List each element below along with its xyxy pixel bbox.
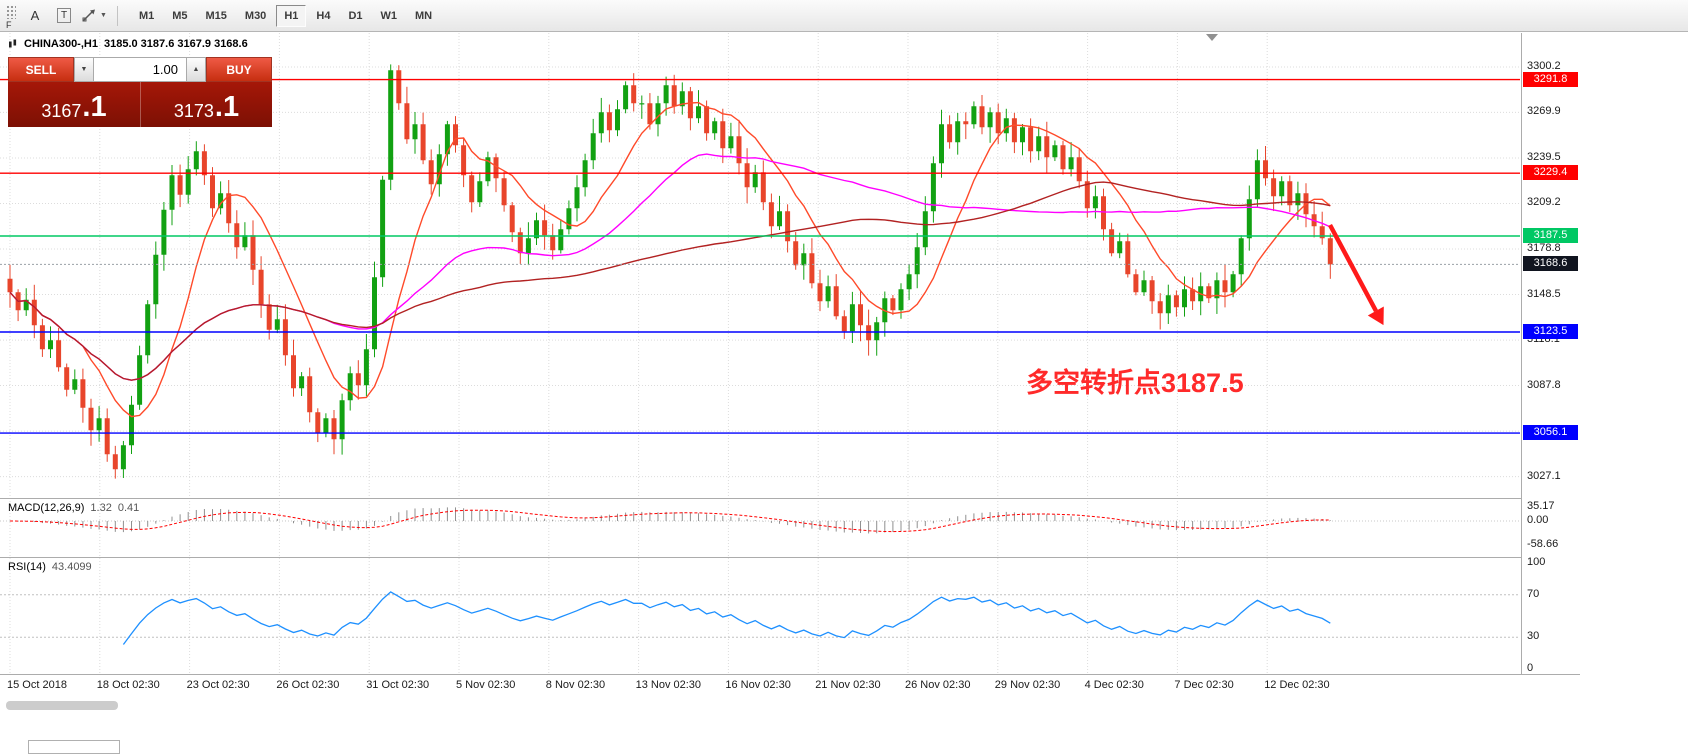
pane-separator[interactable] bbox=[0, 557, 1580, 558]
macd-axis-label: -58.66 bbox=[1527, 538, 1559, 551]
buy-button[interactable]: BUY bbox=[206, 57, 272, 82]
buy-price-frac: .1 bbox=[214, 91, 240, 123]
time-axis-label: 13 Nov 02:30 bbox=[635, 679, 702, 691]
timeframe-d1[interactable]: D1 bbox=[340, 5, 370, 27]
macd-indicator-label: MACD(12,26,9) 1.32 0.41 bbox=[8, 502, 139, 514]
horizontal-scrollbar[interactable] bbox=[0, 697, 1580, 713]
timeframe-m30[interactable]: M30 bbox=[237, 5, 274, 27]
price-badge: 3123.5 bbox=[1523, 324, 1578, 339]
chart-icon bbox=[9, 39, 17, 48]
timeframe-h1[interactable]: H1 bbox=[276, 4, 307, 27]
timeframe-m5[interactable]: M5 bbox=[164, 5, 195, 27]
price-axis-label: 3209.2 bbox=[1527, 196, 1561, 209]
status-box bbox=[28, 740, 120, 754]
time-axis-label: 4 Dec 02:30 bbox=[1084, 679, 1144, 691]
price-badge: 3168.6 bbox=[1523, 256, 1578, 272]
price-badge: 3229.4 bbox=[1523, 165, 1578, 181]
price-badge: 3056.1 bbox=[1523, 425, 1578, 441]
timeframe-group: M1 M5 M15 M30 H1 H4 D1 W1 MN bbox=[131, 4, 440, 27]
chart-canvas[interactable] bbox=[0, 33, 1521, 674]
rsi-axis-label: 70 bbox=[1527, 587, 1540, 600]
draw-tools-button[interactable]: ▼ bbox=[80, 4, 108, 28]
rsi-axis-label: 100 bbox=[1527, 556, 1546, 568]
annotation-text: 多空转折点3187.5 bbox=[1026, 368, 1244, 398]
dropdown-caret-icon: ▼ bbox=[100, 12, 107, 19]
sell-price-display[interactable]: 3167 .1 bbox=[8, 82, 140, 127]
toolbar-separator bbox=[116, 5, 118, 26]
time-axis-label: 7 Dec 02:30 bbox=[1174, 679, 1234, 691]
text-tool-button[interactable]: T bbox=[51, 4, 77, 28]
draw-tools-icon bbox=[82, 9, 95, 22]
timeframe-mn[interactable]: MN bbox=[407, 5, 440, 27]
time-axis-label: 12 Dec 02:30 bbox=[1264, 679, 1330, 691]
time-axis-label: 21 Nov 02:30 bbox=[815, 679, 881, 691]
rsi-indicator-label: RSI(14) 43.4099 bbox=[8, 561, 92, 573]
rsi-name: RSI(14) bbox=[8, 561, 46, 573]
rsi-axis-label: 0 bbox=[1527, 662, 1534, 674]
chart-window[interactable]: 3300.2 3269.9 3239.5 3209.2 3178.8 3148.5 3118… bbox=[0, 33, 1580, 713]
volume-decrease-button[interactable]: ▼ bbox=[74, 57, 94, 82]
macd-name: MACD(12,26,9) bbox=[8, 502, 85, 514]
price-axis-label: 3178.8 bbox=[1527, 242, 1561, 255]
time-axis-label: 8 Nov 02:30 bbox=[545, 679, 606, 691]
time-axis-label: 31 Oct 02:30 bbox=[366, 679, 430, 691]
grip-dots-icon bbox=[6, 4, 16, 19]
chart-shift-marker[interactable] bbox=[1206, 34, 1218, 41]
toolbar-grip[interactable]: F bbox=[4, 3, 19, 30]
chart-symbol-title: CHINA300-,H1 bbox=[24, 38, 98, 50]
label-tool-button[interactable]: A bbox=[22, 4, 48, 28]
one-click-trading-panel: SELL ▼ ▲ BUY 3167 .1 3173 .1 bbox=[8, 57, 272, 127]
timeframe-w1[interactable]: W1 bbox=[373, 5, 406, 27]
macd-axis-label: 0.00 bbox=[1527, 514, 1549, 526]
buy-price-main: 3173 bbox=[173, 101, 214, 121]
pane-separator bbox=[0, 674, 1580, 675]
time-axis-label: 16 Nov 02:30 bbox=[725, 679, 791, 691]
rsi-axis-label: 30 bbox=[1527, 630, 1540, 643]
time-axis-label: 26 Nov 02:30 bbox=[905, 679, 971, 691]
timeframe-m1[interactable]: M1 bbox=[131, 5, 162, 27]
timeframe-h4[interactable]: H4 bbox=[308, 5, 338, 27]
macd-axis-label: 35.17 bbox=[1527, 499, 1555, 512]
time-axis-label: 29 Nov 02:30 bbox=[994, 679, 1061, 691]
rsi-value: 43.4099 bbox=[51, 561, 92, 573]
buy-price-display[interactable]: 3173 .1 bbox=[140, 82, 272, 127]
price-axis-label: 3269.9 bbox=[1527, 105, 1561, 118]
sell-price-frac: .1 bbox=[82, 91, 107, 123]
chart-header: CHINA300-,H1 3185.0 3187.6 3167.9 3168.6 bbox=[8, 38, 248, 50]
label-a-icon: A bbox=[30, 8, 40, 23]
sell-button[interactable]: SELL bbox=[8, 57, 74, 82]
chart-ohlc-values: 3185.0 3187.6 3167.9 3168.6 bbox=[103, 38, 248, 50]
time-axis-label: 15 Oct 2018 bbox=[7, 679, 67, 691]
volume-increase-button[interactable]: ▲ bbox=[186, 57, 206, 82]
time-axis-label: 18 Oct 02:30 bbox=[96, 679, 160, 691]
price-badge: 3291.8 bbox=[1523, 71, 1578, 87]
scrollbar-thumb[interactable] bbox=[6, 701, 118, 710]
price-axis-label: 3300.2 bbox=[1527, 59, 1561, 72]
time-axis-label: 5 Nov 02:30 bbox=[456, 679, 516, 691]
price-badge: 3187.5 bbox=[1523, 228, 1578, 243]
grip-label: F bbox=[6, 19, 12, 30]
time-axis-label: 26 Oct 02:30 bbox=[276, 679, 340, 691]
text-t-icon: T bbox=[56, 8, 72, 23]
macd-value-signal: 0.41 bbox=[117, 502, 140, 514]
pane-separator[interactable] bbox=[0, 498, 1580, 499]
price-axis-label: 3027.1 bbox=[1527, 469, 1561, 482]
price-axis-label: 3148.5 bbox=[1527, 287, 1561, 300]
price-scale-axis[interactable]: 3300.2 3269.9 3239.5 3209.2 3178.8 3148.5 3118… bbox=[1521, 33, 1580, 674]
timeframe-m15[interactable]: M15 bbox=[198, 5, 235, 27]
volume-input[interactable] bbox=[94, 57, 186, 82]
macd-value-main: 1.32 bbox=[90, 502, 112, 514]
sell-price-main: 3167 bbox=[41, 101, 82, 121]
price-axis-label: 3087.8 bbox=[1527, 378, 1561, 391]
time-scale-axis[interactable]: 15 Oct 2018 18 Oct 02:30 23 Oct 02:30 26 Oc… bbox=[0, 675, 1580, 697]
toolbar: F A T ▼ M1 M5 M15 M30 H1 H4 D1 W1 MN bbox=[0, 0, 1688, 32]
price-axis-label: 3239.5 bbox=[1527, 151, 1561, 163]
time-axis-label: 23 Oct 02:30 bbox=[186, 679, 250, 691]
